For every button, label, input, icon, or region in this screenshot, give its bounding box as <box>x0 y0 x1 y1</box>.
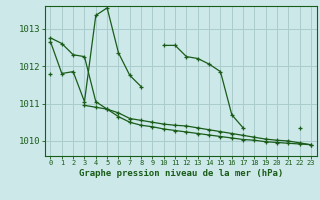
X-axis label: Graphe pression niveau de la mer (hPa): Graphe pression niveau de la mer (hPa) <box>79 169 283 178</box>
